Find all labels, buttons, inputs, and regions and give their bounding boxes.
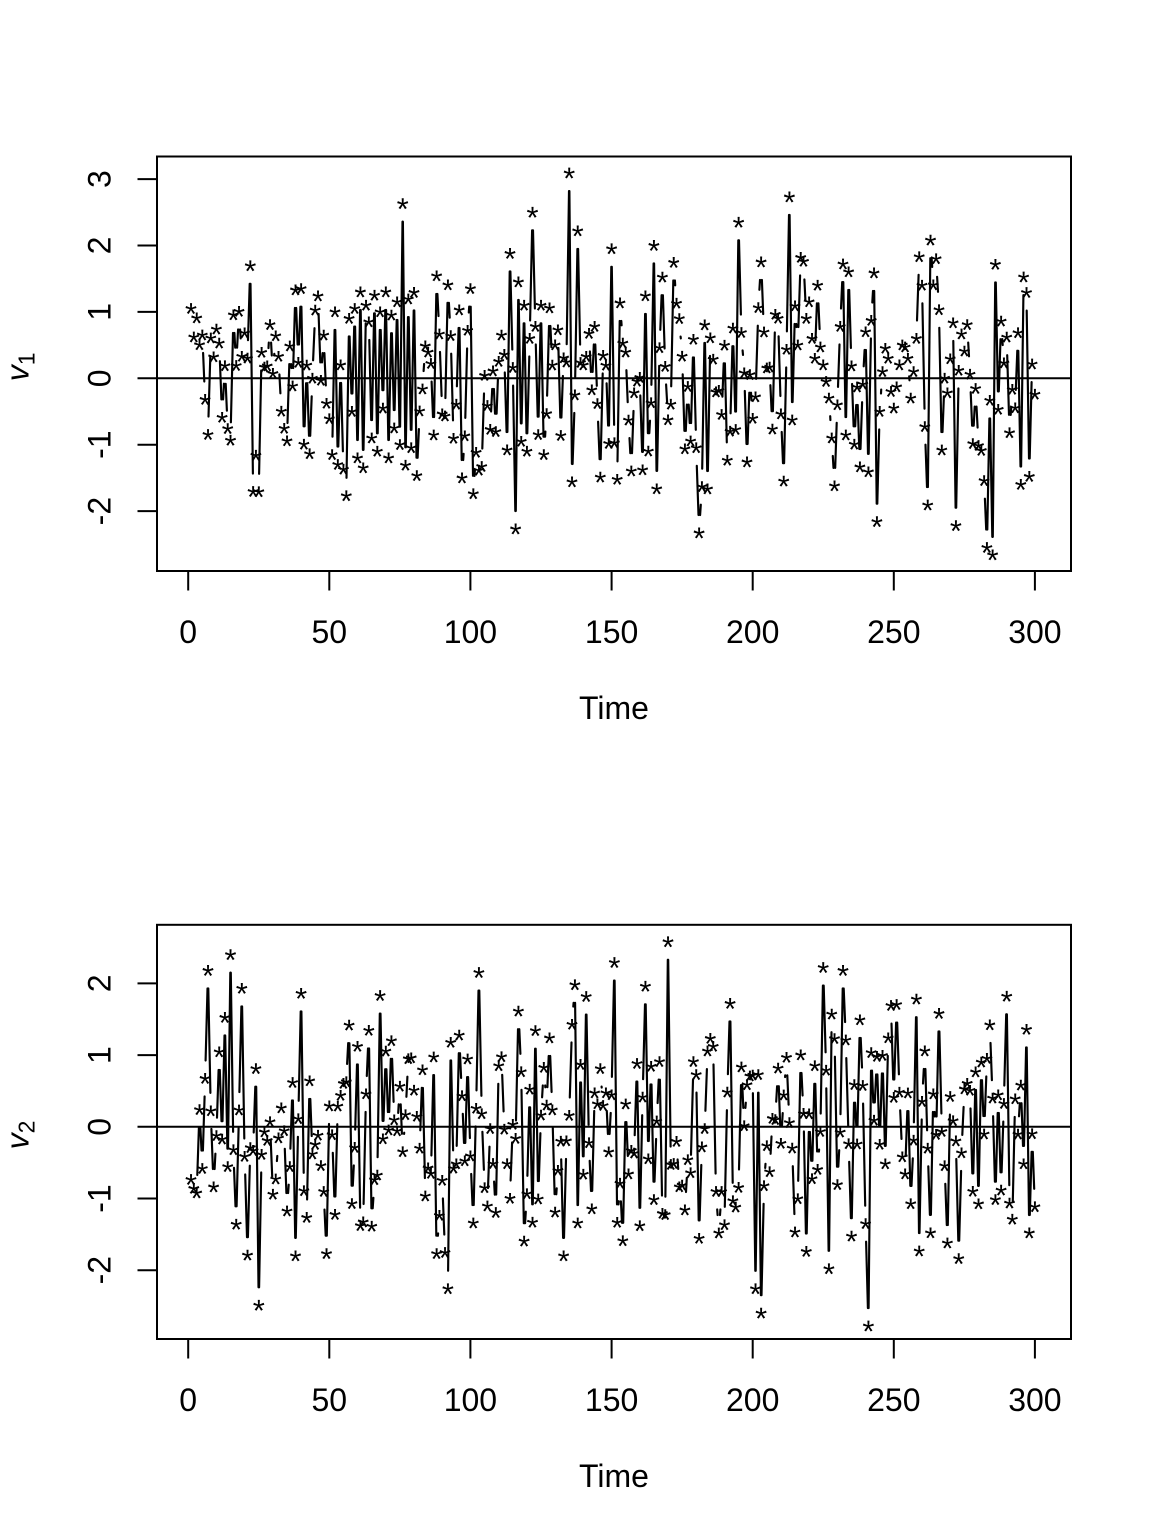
svg-text:-1: -1: [82, 430, 118, 458]
svg-text:2: 2: [82, 975, 118, 993]
svg-text:200: 200: [726, 614, 779, 650]
svg-text:250: 250: [867, 614, 920, 650]
svg-text:0: 0: [82, 1118, 118, 1136]
svg-text:100: 100: [444, 1382, 497, 1418]
svg-text:2: 2: [82, 237, 118, 255]
svg-text:150: 150: [585, 614, 638, 650]
svg-text:100: 100: [444, 614, 497, 650]
svg-text:150: 150: [585, 1382, 638, 1418]
svg-text:50: 50: [312, 1382, 348, 1418]
svg-text:-2: -2: [82, 1256, 118, 1284]
svg-text:1: 1: [82, 303, 118, 321]
svg-text:0: 0: [179, 1382, 197, 1418]
svg-text:0: 0: [82, 369, 118, 387]
svg-text:250: 250: [867, 1382, 920, 1418]
svg-text:0: 0: [179, 614, 197, 650]
svg-text:300: 300: [1008, 614, 1061, 650]
svg-text:-1: -1: [82, 1184, 118, 1212]
svg-text:Time: Time: [579, 690, 649, 726]
svg-text:1: 1: [82, 1046, 118, 1064]
svg-text:300: 300: [1008, 1382, 1061, 1418]
svg-text:v2: v2: [0, 1121, 40, 1150]
svg-text:50: 50: [312, 614, 348, 650]
svg-text:200: 200: [726, 1382, 779, 1418]
svg-text:-2: -2: [82, 497, 118, 525]
svg-text:Time: Time: [579, 1458, 649, 1494]
svg-text:v1: v1: [0, 352, 40, 381]
svg-text:3: 3: [82, 170, 118, 188]
